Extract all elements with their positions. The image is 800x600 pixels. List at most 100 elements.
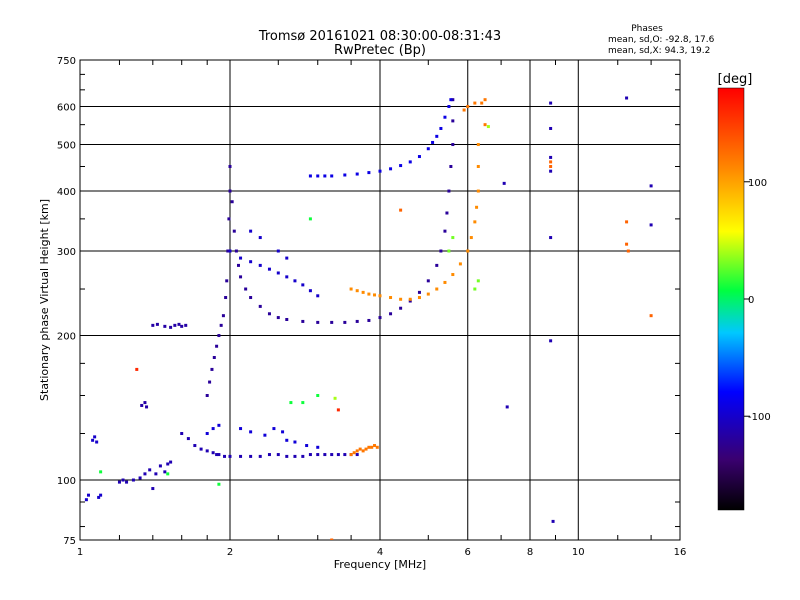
- data-point: [323, 174, 327, 178]
- data-point: [439, 249, 443, 253]
- data-point: [435, 287, 439, 291]
- data-point: [466, 105, 470, 109]
- data-point: [355, 172, 359, 176]
- data-point: [378, 316, 382, 320]
- y-tick-label: 400: [57, 187, 76, 198]
- data-point: [355, 449, 359, 453]
- data-point: [276, 316, 280, 320]
- data-point: [249, 229, 253, 233]
- data-point: [476, 279, 480, 283]
- data-point: [447, 189, 451, 193]
- data-point: [549, 164, 553, 168]
- data-point: [86, 493, 90, 497]
- data-point: [258, 304, 262, 308]
- data-point: [301, 401, 305, 405]
- x-tick-label: 6: [465, 547, 471, 558]
- data-point: [210, 367, 214, 371]
- data-point: [364, 447, 368, 451]
- data-point: [169, 325, 173, 329]
- data-point: [473, 101, 477, 105]
- data-point: [389, 167, 393, 171]
- data-point: [426, 147, 430, 151]
- data-point: [399, 164, 403, 168]
- data-point: [276, 271, 280, 275]
- data-point: [549, 339, 553, 343]
- data-point: [228, 249, 232, 253]
- y-tick-label: 500: [57, 141, 76, 152]
- colorbar: [717, 87, 745, 511]
- data-point: [389, 296, 393, 300]
- data-point: [649, 314, 653, 318]
- data-point: [378, 169, 382, 173]
- data-point: [451, 273, 455, 277]
- data-point: [426, 292, 430, 296]
- data-point: [239, 256, 243, 260]
- data-point: [443, 280, 447, 284]
- data-point: [236, 263, 240, 267]
- data-point: [417, 290, 421, 294]
- data-point: [408, 299, 412, 303]
- data-point: [336, 408, 340, 412]
- data-point: [308, 174, 312, 178]
- data-point: [352, 451, 356, 455]
- data-point: [449, 164, 453, 168]
- data-point: [301, 454, 305, 458]
- data-point: [483, 98, 487, 102]
- chart-title-line2: RwPretec (Bp): [334, 43, 426, 58]
- data-point: [549, 155, 553, 159]
- data-point: [445, 211, 449, 215]
- data-point: [169, 460, 173, 464]
- data-point: [476, 189, 480, 193]
- data-point: [426, 279, 430, 283]
- data-point: [399, 297, 403, 301]
- y-tick-label: 100: [57, 476, 76, 487]
- colorbar-ticks: 100 0 -100: [744, 178, 771, 423]
- data-point: [249, 430, 253, 434]
- data-point: [370, 445, 374, 449]
- y-tick-label: 600: [57, 103, 76, 114]
- data-point: [408, 297, 412, 301]
- data-point: [93, 435, 97, 439]
- data-point: [549, 126, 553, 130]
- data-point: [221, 314, 225, 318]
- data-point: [330, 538, 334, 540]
- axis-ticks: 1 2 4 6 8 10 16 75 100 200 300 400 500 600 750: [57, 56, 686, 558]
- data-point: [125, 480, 129, 484]
- data-point: [305, 444, 309, 448]
- data-point: [549, 169, 553, 173]
- data-point: [285, 454, 289, 458]
- data-point: [293, 440, 297, 444]
- data-point: [649, 184, 653, 188]
- data-point: [95, 440, 99, 444]
- data-point: [336, 453, 340, 457]
- data-point: [166, 462, 170, 466]
- y-tick-label: 200: [57, 332, 76, 343]
- data-point: [258, 454, 262, 458]
- data-point: [451, 143, 455, 147]
- data-point: [505, 405, 509, 409]
- data-point: [263, 433, 267, 437]
- data-point: [625, 242, 629, 246]
- data-point: [166, 472, 170, 476]
- data-point: [473, 287, 477, 291]
- data-point: [145, 405, 149, 409]
- data-point: [258, 236, 262, 240]
- data-point: [649, 223, 653, 227]
- data-point: [135, 367, 139, 371]
- data-point: [399, 208, 403, 212]
- data-point: [99, 470, 103, 474]
- data-point: [224, 296, 228, 300]
- data-point: [258, 263, 262, 267]
- data-point: [549, 160, 553, 164]
- data-point: [451, 119, 455, 123]
- phases-o-stats: mean, sd,O: -92.8, 17.6: [608, 35, 715, 45]
- data-point: [626, 249, 630, 253]
- data-point: [308, 289, 312, 293]
- data-point: [293, 454, 297, 458]
- data-point: [343, 320, 347, 324]
- data-point: [451, 236, 455, 240]
- data-point: [447, 249, 451, 253]
- data-point: [480, 101, 484, 105]
- data-point: [154, 472, 158, 476]
